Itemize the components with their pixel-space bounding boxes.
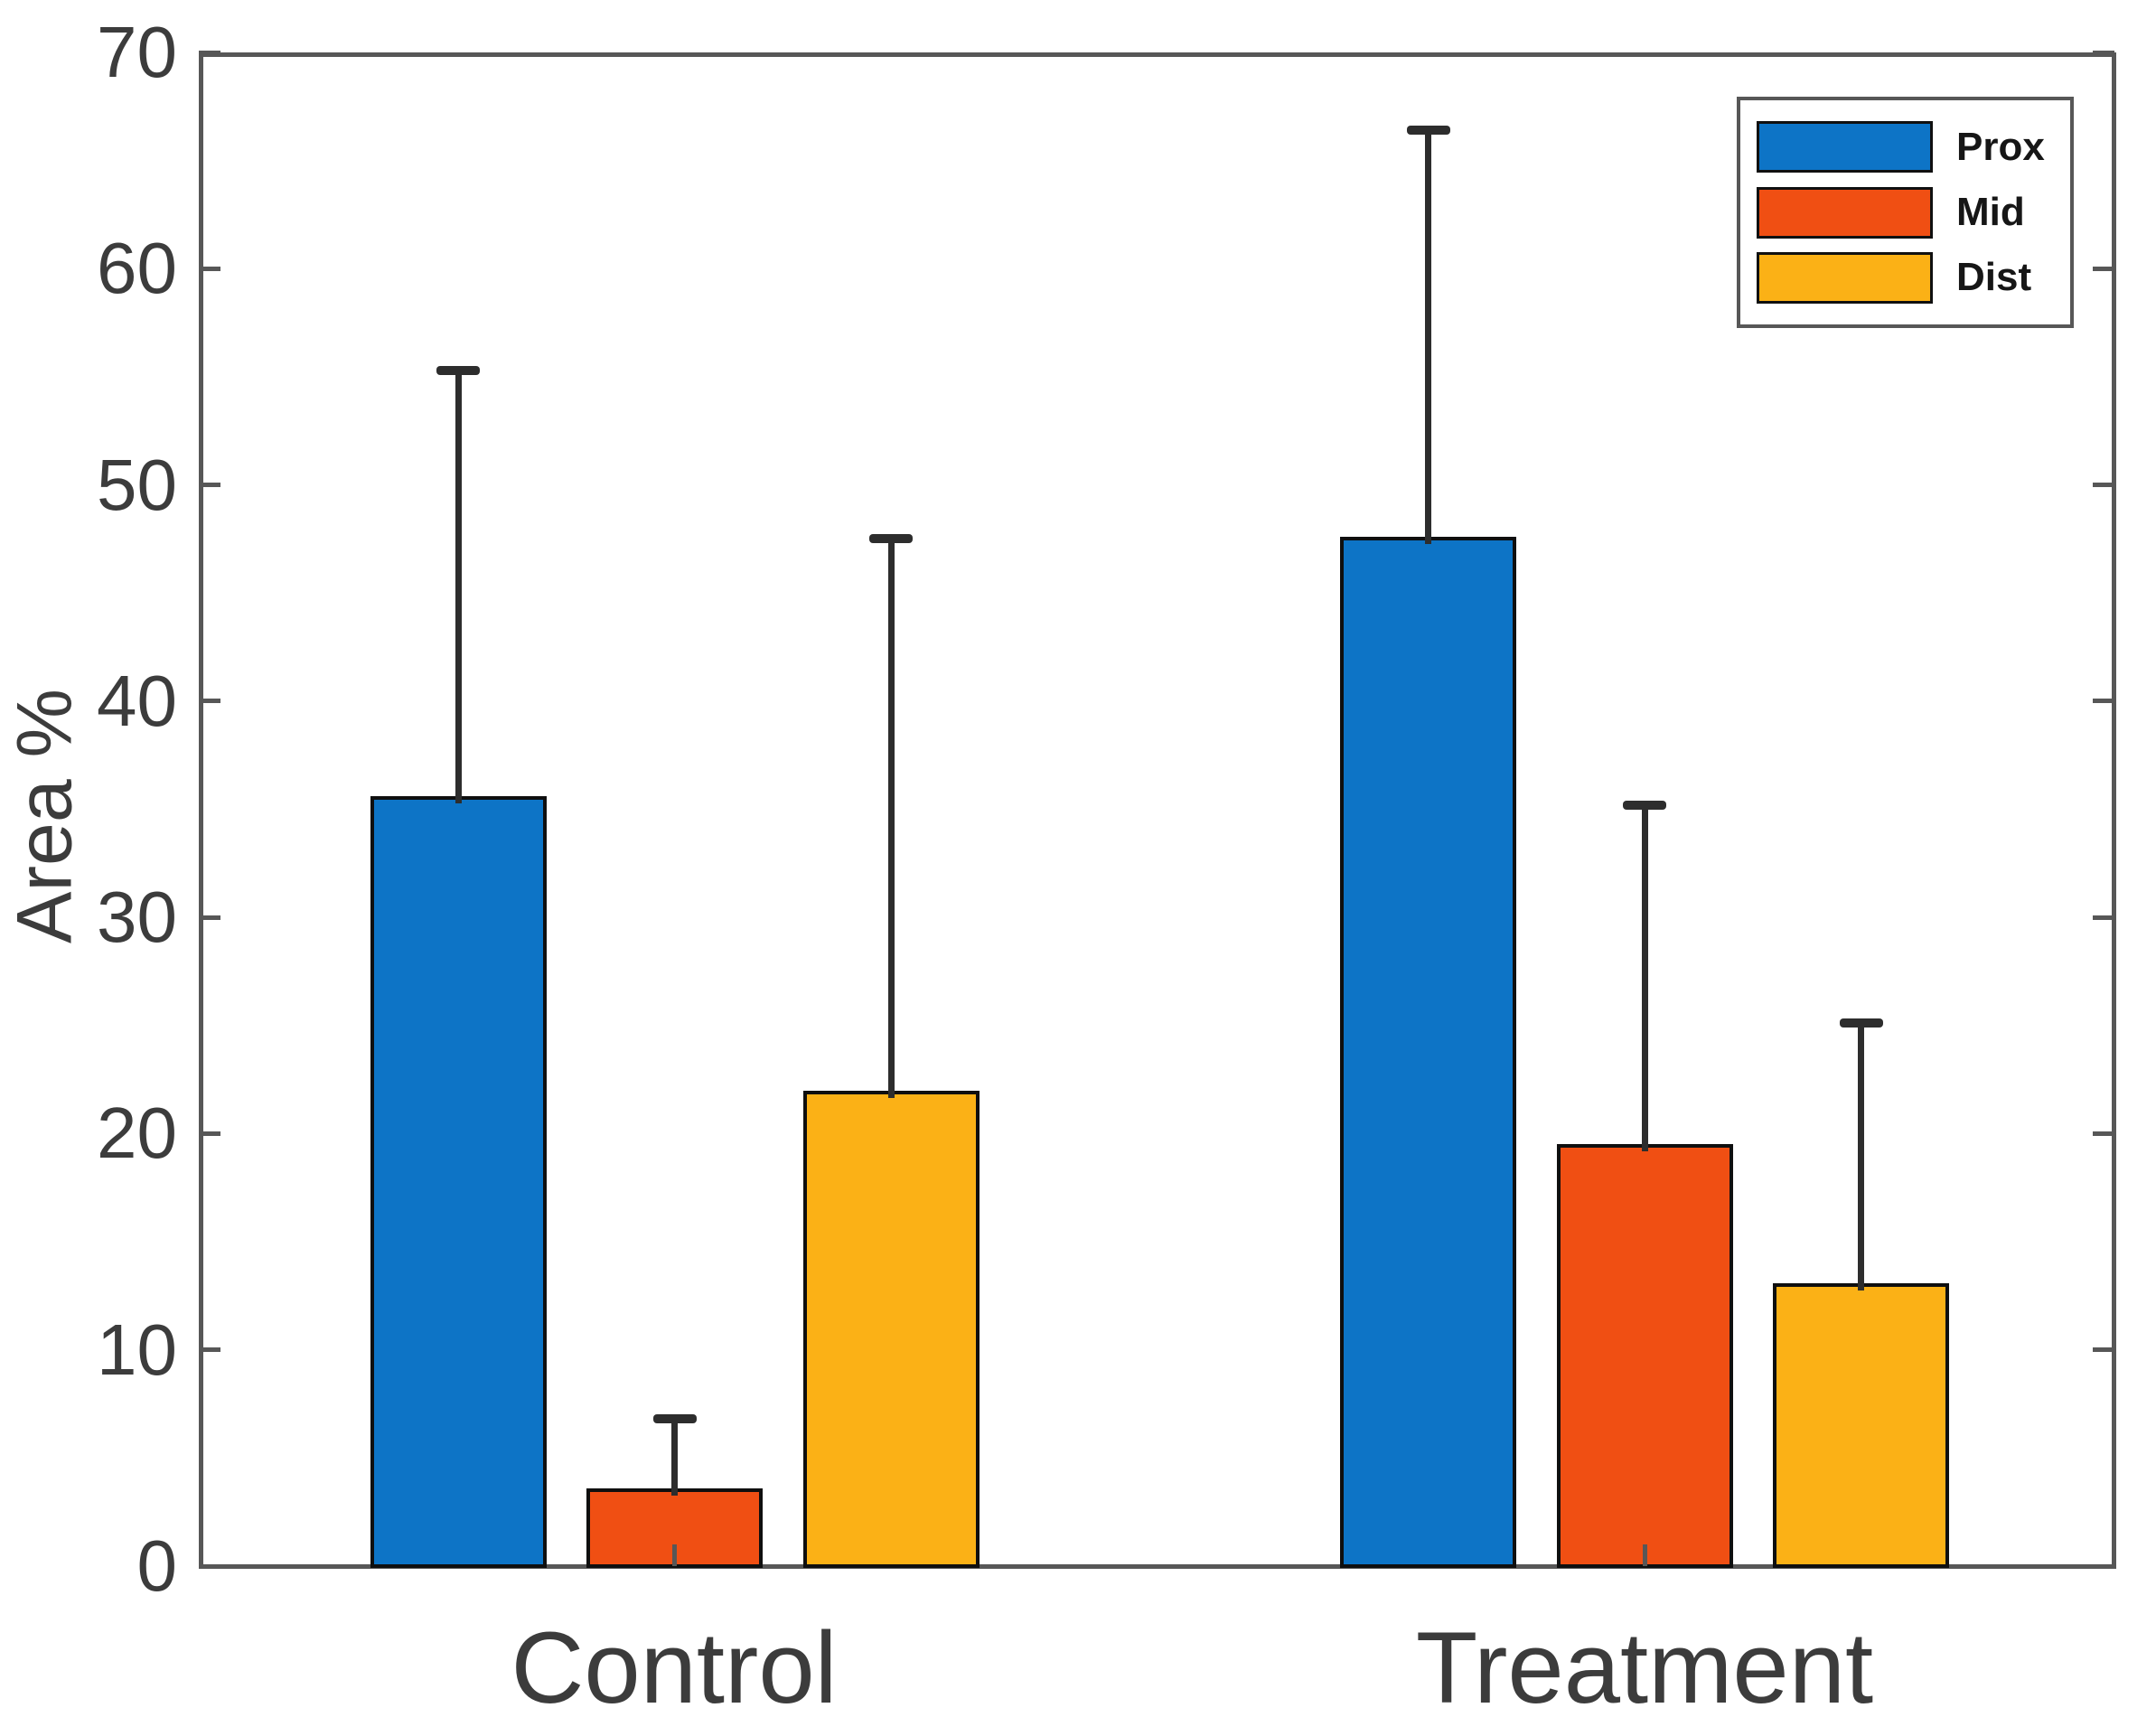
bar-treatment-mid <box>1556 1144 1733 1568</box>
y-tick-label-30: 30 <box>97 877 177 958</box>
legend-item-prox: Prox <box>1757 121 2063 174</box>
legend-item-dist: Dist <box>1757 251 2063 304</box>
error-cap-control-mid <box>652 1414 697 1424</box>
y-axis-tick-left-60 <box>199 266 220 271</box>
y-axis-tick-left-10 <box>199 1347 220 1353</box>
y-axis-tick-right-60 <box>2093 266 2114 271</box>
x-category-label-treatment: Treatment <box>1415 1611 1874 1724</box>
legend-label-dist: Dist <box>1956 255 2032 300</box>
error-whisker-control-prox <box>455 370 462 804</box>
y-axis-tick-left-40 <box>199 699 220 704</box>
legend-swatch-mid <box>1757 186 1933 239</box>
legend-swatch-dist <box>1757 251 1933 304</box>
y-axis-tick-right-10 <box>2093 1347 2114 1353</box>
error-cap-treatment-mid <box>1623 800 1666 810</box>
x-category-label-control: Control <box>511 1611 838 1724</box>
y-tick-label-0: 0 <box>136 1525 178 1606</box>
y-axis-tick-right-20 <box>2093 1131 2114 1136</box>
bar-control-dist <box>802 1090 980 1568</box>
x-axis-tick-control <box>672 1544 677 1566</box>
error-cap-control-prox <box>436 365 480 375</box>
bar-control-prox <box>370 796 547 1568</box>
legend-label-mid: Mid <box>1956 190 2025 234</box>
y-axis-tick-left-70 <box>199 50 220 55</box>
y-tick-label-70: 70 <box>97 12 177 92</box>
y-axis-tick-left-0 <box>199 1563 220 1569</box>
y-tick-label-50: 50 <box>97 444 177 525</box>
y-axis-tick-right-70 <box>2093 50 2114 55</box>
error-whisker-treatment-dist <box>1858 1023 1864 1290</box>
y-axis-tick-right-0 <box>2093 1563 2114 1569</box>
y-tick-label-10: 10 <box>97 1309 177 1390</box>
y-axis-tick-left-20 <box>199 1131 220 1136</box>
error-cap-control-dist <box>869 534 913 544</box>
y-axis-tick-right-30 <box>2093 915 2114 920</box>
y-axis-tick-left-50 <box>199 483 220 488</box>
error-whisker-treatment-prox <box>1425 130 1431 544</box>
y-axis-tick-left-30 <box>199 915 220 920</box>
y-tick-label-60: 60 <box>97 228 177 309</box>
plot-area <box>199 52 2116 1569</box>
y-axis-tick-right-40 <box>2093 699 2114 704</box>
y-axis-tick-right-50 <box>2093 483 2114 488</box>
error-whisker-control-mid <box>671 1419 678 1496</box>
legend: Prox Mid Dist <box>1737 97 2074 328</box>
error-whisker-treatment-mid <box>1641 804 1648 1152</box>
legend-swatch-prox <box>1757 121 1933 174</box>
legend-item-mid: Mid <box>1757 186 2063 239</box>
legend-label-prox: Prox <box>1956 124 2045 169</box>
y-tick-label-20: 20 <box>97 1093 177 1174</box>
y-tick-label-40: 40 <box>97 660 177 741</box>
x-axis-tick-treatment <box>1642 1544 1647 1566</box>
error-whisker-control-dist <box>887 539 895 1098</box>
error-cap-treatment-dist <box>1839 1018 1883 1028</box>
bar-treatment-dist <box>1773 1282 1949 1568</box>
error-cap-treatment-prox <box>1406 126 1450 136</box>
bar-treatment-prox <box>1340 537 1516 1568</box>
